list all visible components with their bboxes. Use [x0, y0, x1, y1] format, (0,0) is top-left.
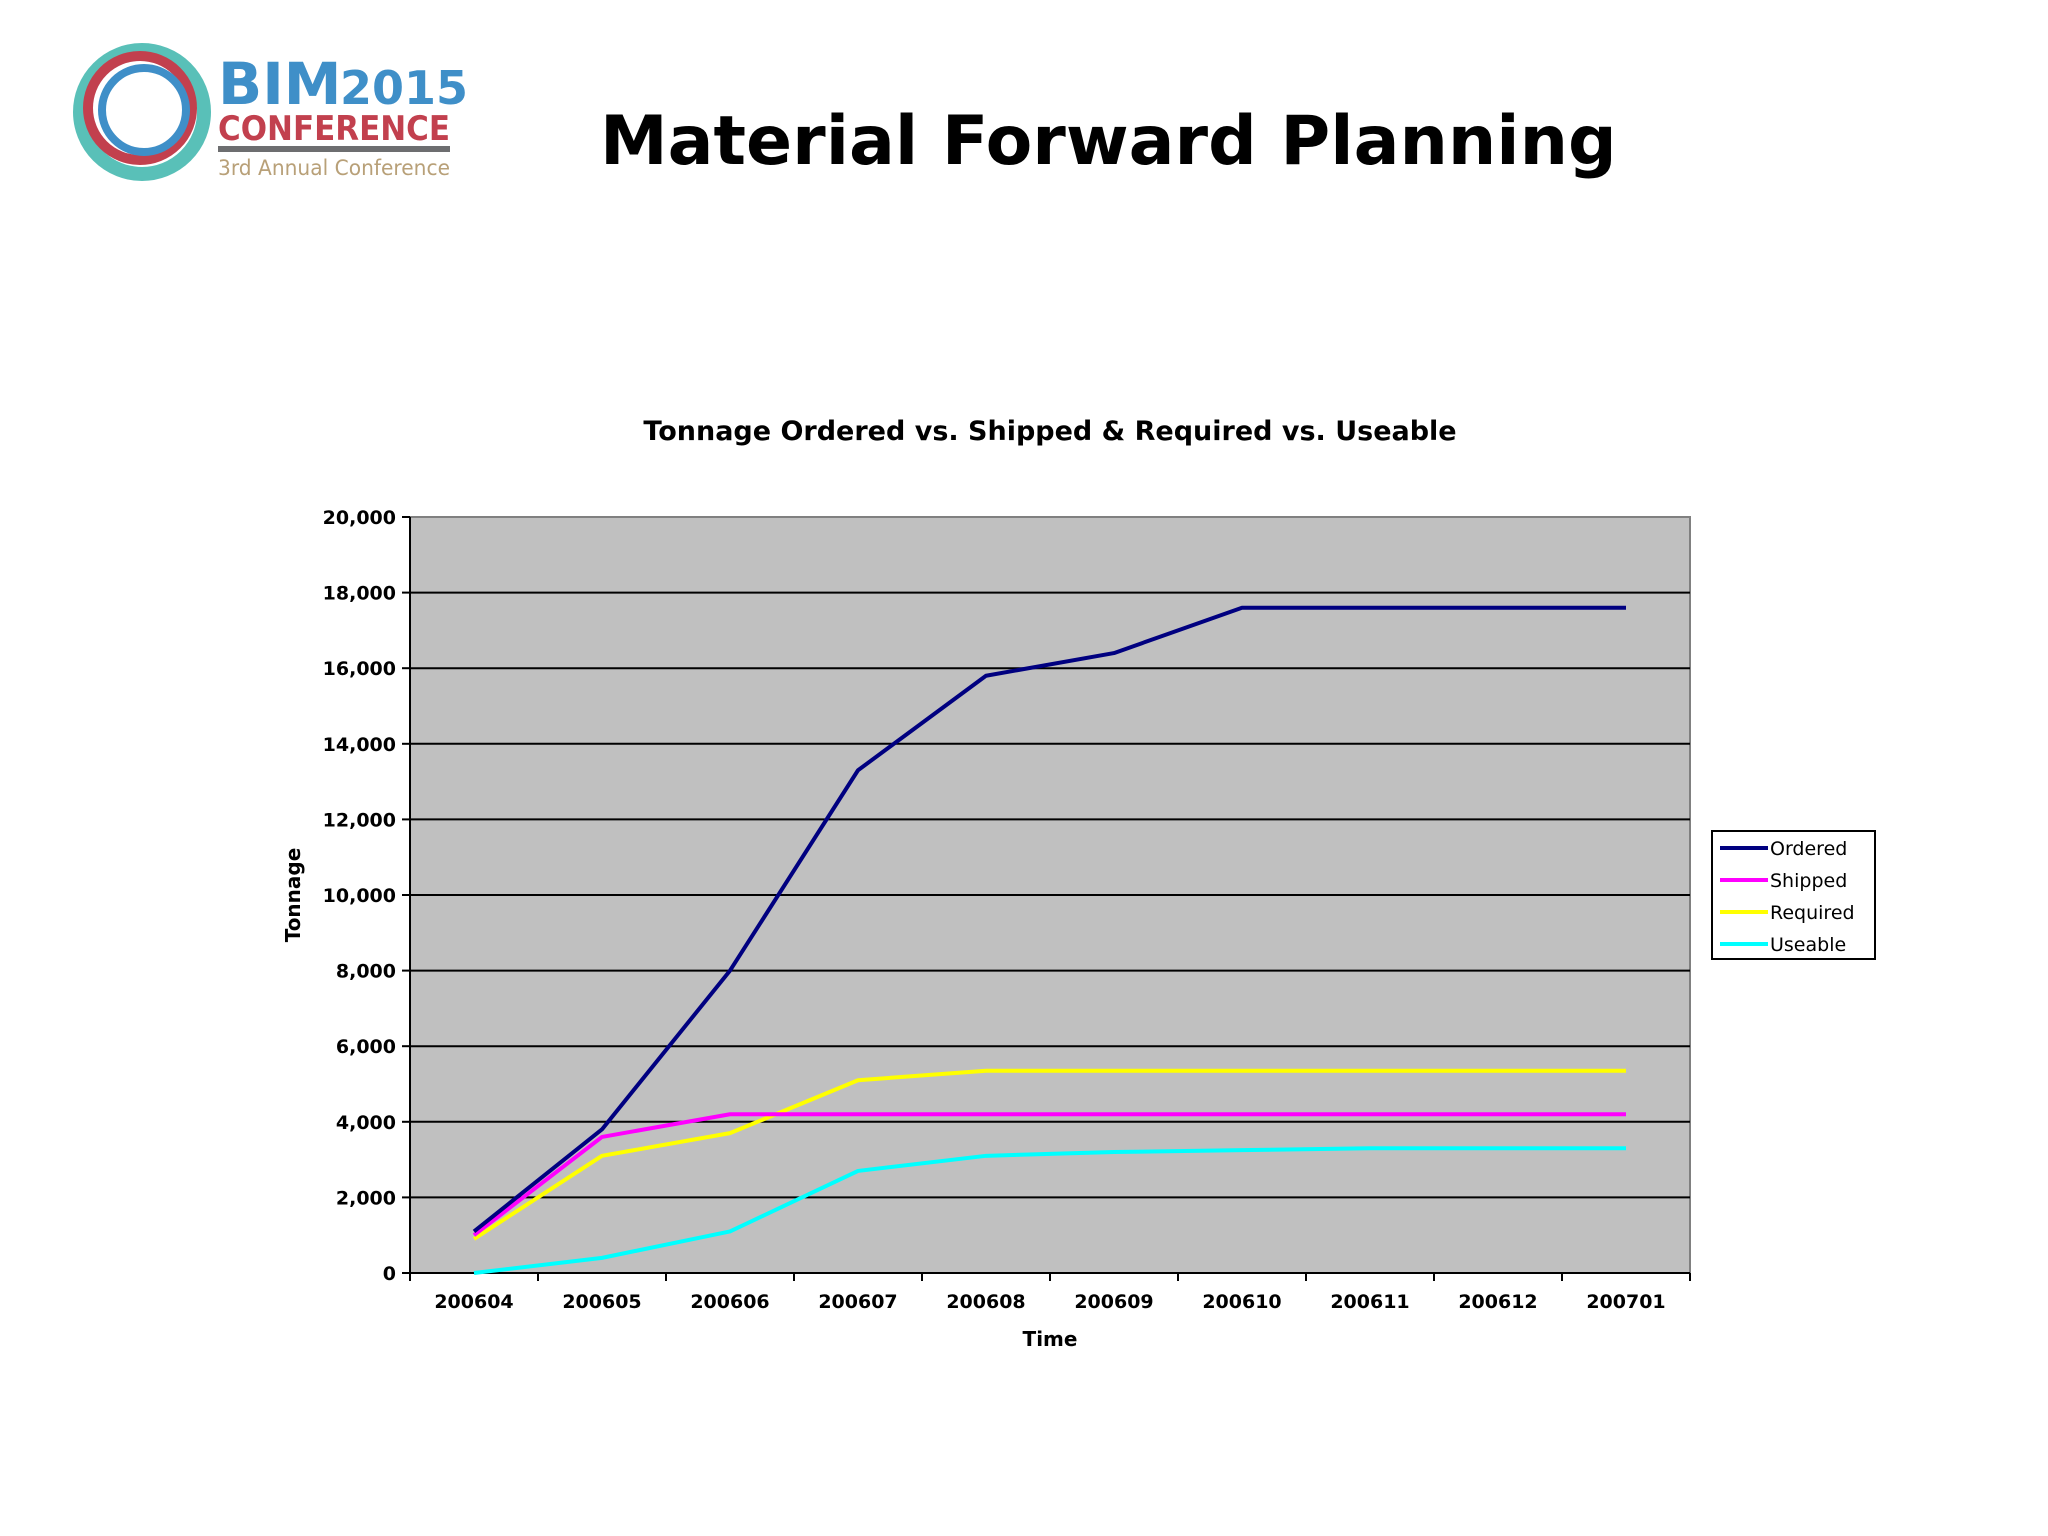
- x-axis: 200604 200605 200606 200607 200608 200609 2006…: [409, 1272, 1691, 1313]
- y-tick-label: 0: [383, 1263, 396, 1285]
- x-tick-label: 200701: [1586, 1291, 1665, 1313]
- x-tick-label: 200610: [1202, 1291, 1281, 1313]
- logo-bim-text: BIM: [218, 50, 342, 118]
- y-tick-label: 10,000: [323, 885, 396, 907]
- logo-swirl-icon: [73, 43, 211, 181]
- series-line-useable: [473, 1146, 1626, 1275]
- y-tick-label: 4,000: [336, 1112, 396, 1134]
- y-tick-label: 6,000: [336, 1036, 396, 1058]
- series-line-required: [472, 1068, 1626, 1241]
- x-tick-label: 200605: [562, 1291, 641, 1313]
- x-axis-title: Time: [1023, 1327, 1078, 1351]
- y-tick-label: 16,000: [323, 658, 396, 680]
- logo-conference-text: CONFERENCE: [218, 109, 450, 149]
- chart-legend: Ordered Shipped Required Useable: [1711, 830, 1876, 960]
- gridlines: [410, 591, 1690, 1199]
- logo-year-text: 2015: [340, 61, 468, 115]
- series-line-shipped: [472, 1112, 1626, 1237]
- x-tick-label: 200606: [690, 1291, 769, 1313]
- logo-divider: [218, 146, 450, 152]
- slide-title: Material Forward Planning: [600, 102, 1617, 181]
- series-line-ordered: [472, 605, 1626, 1233]
- legend-label-useable: Useable: [1770, 934, 1846, 956]
- x-tick-label: 200608: [946, 1291, 1025, 1313]
- legend-label-ordered: Ordered: [1770, 838, 1847, 860]
- logo-subtitle-text: 3rd Annual Conference: [218, 156, 450, 180]
- y-tick-label: 12,000: [323, 809, 396, 831]
- y-tick-label: 2,000: [336, 1187, 396, 1209]
- x-tick-label: 200612: [1458, 1291, 1537, 1313]
- y-axis: 0 2,000 4,000 6,000 8,000 10,000 12,000 14,000 1…: [323, 507, 411, 1285]
- bim-conference-logo: BIM 2015 CONFERENCE 3rd Annual Conferenc…: [73, 43, 468, 181]
- y-tick-label: 20,000: [323, 507, 396, 529]
- x-tick-label: 200609: [1074, 1291, 1153, 1313]
- x-tick-label: 200607: [818, 1291, 897, 1313]
- chart-title: Tonnage Ordered vs. Shipped & Required v…: [643, 416, 1456, 447]
- legend-box: [1711, 830, 1876, 960]
- legend-label-shipped: Shipped: [1770, 870, 1847, 892]
- series-lines: [472, 605, 1626, 1275]
- y-tick-label: 8,000: [336, 961, 396, 983]
- x-tick-label: 200604: [434, 1291, 513, 1313]
- y-tick-label: 18,000: [323, 583, 396, 605]
- x-tick-label: 200611: [1330, 1291, 1409, 1313]
- y-axis-title: Tonnage: [281, 848, 305, 943]
- legend-label-required: Required: [1770, 902, 1855, 924]
- y-tick-label: 14,000: [323, 734, 396, 756]
